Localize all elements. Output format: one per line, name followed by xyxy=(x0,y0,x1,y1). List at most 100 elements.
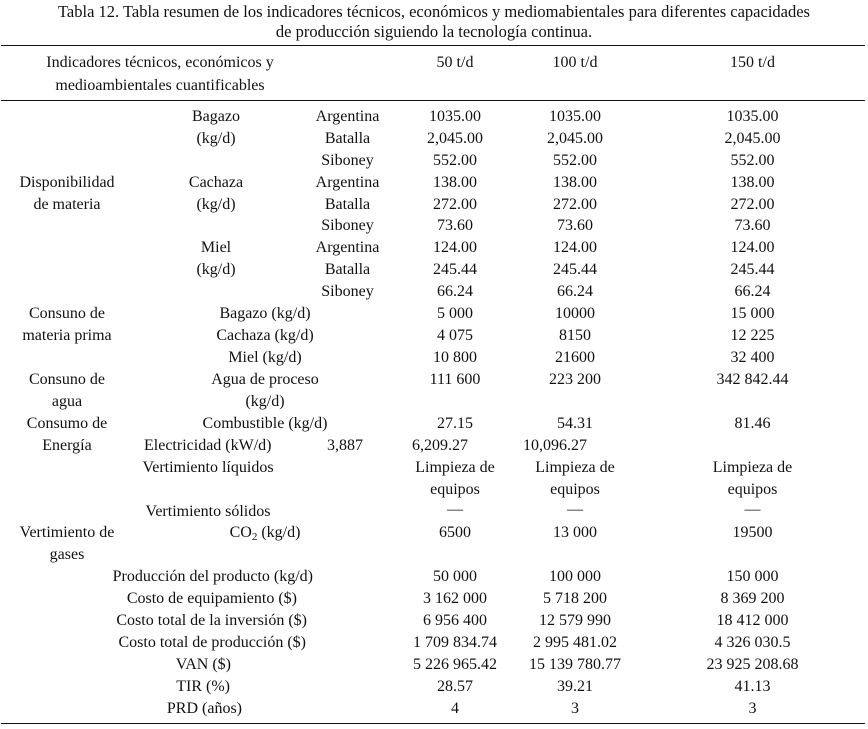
availability-cachaza-name: Cachaza xyxy=(188,174,244,191)
value-50-cell: 245.44 xyxy=(433,261,477,278)
group-raw-material-line-2: materia prima xyxy=(22,327,112,344)
value-150-cell: 245.44 xyxy=(730,261,775,278)
row-label: Costo total de producción ($) xyxy=(118,634,306,651)
fuel-value-50: 27.15 xyxy=(437,415,473,432)
bottom-rule xyxy=(1,723,865,724)
solid-label: Vertimiento sólidos xyxy=(145,503,271,520)
value-50-cell: 552.00 xyxy=(433,152,477,169)
group-availability-line-2: de materia xyxy=(33,196,101,213)
value-150-cell: 150 000 xyxy=(726,568,779,585)
liquid-value-100-line-2: equipos xyxy=(550,481,600,498)
value-150-cell: 2,045.00 xyxy=(724,130,781,147)
co2-label-main: CO xyxy=(229,524,252,541)
value-100-cell: 272.00 xyxy=(553,196,597,213)
value-50-cell: 10 800 xyxy=(433,349,477,366)
value-150-cell: 8 369 200 xyxy=(720,590,785,607)
row-label: VAN ($) xyxy=(175,656,231,673)
solid-value-150: — xyxy=(744,501,761,518)
value-150-cell: 138.00 xyxy=(730,174,775,191)
value-50-cell: 3 162 000 xyxy=(423,590,487,607)
caption-line-1: Tabla 12. Tabla resumen de los indicador… xyxy=(58,2,810,21)
value-100-cell: 5 718 200 xyxy=(543,590,607,607)
co2-label-subscript: 2 xyxy=(251,531,258,543)
table-caption: Tabla 12. Tabla resumen de los indicador… xyxy=(0,2,868,42)
value-150-cell: 1035.00 xyxy=(726,108,779,125)
fuel-label: Combustible (kg/d) xyxy=(202,415,328,432)
value-100-cell: 10000 xyxy=(555,305,595,322)
value-50-cell: 4 075 xyxy=(437,327,473,344)
value-100-cell: 73.60 xyxy=(557,217,593,234)
origin-cell: Batalla xyxy=(324,130,371,147)
availability-miel-name: Miel xyxy=(200,239,232,256)
co2-value-100: 13 000 xyxy=(553,524,597,541)
electricity-value-1: 6,209.27 xyxy=(412,437,468,454)
row-label: PRD (años) xyxy=(166,700,242,717)
row-label: Producción del producto (kg/d) xyxy=(112,568,313,585)
value-100-cell: 2,045.00 xyxy=(547,130,603,147)
value-50-cell: 138.00 xyxy=(433,174,477,191)
water-value-100: 223 200 xyxy=(549,371,601,388)
value-100-cell: 2 995 481.02 xyxy=(533,634,617,651)
value-150-cell: 32 400 xyxy=(730,349,775,366)
value-150-cell: 124.00 xyxy=(730,239,775,256)
origin-cell: Batalla xyxy=(324,261,371,278)
header-indicators-line-2: medioambientales cuantificables xyxy=(55,77,265,94)
water-label-line-1: Agua de proceso xyxy=(211,371,319,388)
group-gases-line-1: Vertimiento de xyxy=(19,524,115,541)
liquid-value-150-line-2: equipos xyxy=(727,481,778,498)
electricity-value-2: 10,096.27 xyxy=(523,437,587,454)
value-100-cell: 8150 xyxy=(559,327,591,344)
group-water-line-2: agua xyxy=(51,393,83,410)
fuel-value-150: 81.46 xyxy=(734,415,771,432)
co2-value-150: 19500 xyxy=(732,524,773,541)
value-100-cell: 1035.00 xyxy=(549,108,601,125)
solid-value-100: — xyxy=(567,501,583,518)
fuel-value-100: 54.31 xyxy=(557,415,593,432)
water-label-line-2: (kg/d) xyxy=(245,393,285,410)
header-col-150: 150 t/d xyxy=(730,54,775,71)
liquid-value-100-line-1: Limpieza de xyxy=(535,459,615,476)
value-100-cell: 245.44 xyxy=(553,261,597,278)
header-indicators-line-1: Indicadores técnicos, económicos y xyxy=(46,54,274,71)
liquid-label: Vertimiento líquidos xyxy=(142,459,274,476)
value-50-cell: 73.60 xyxy=(437,217,473,234)
row-label: Costo total de la inversión ($) xyxy=(116,612,307,629)
value-150-cell: 552.00 xyxy=(730,152,775,169)
value-50-cell: 50 000 xyxy=(433,568,477,585)
value-100-cell: 39.21 xyxy=(557,678,593,695)
electricity-value-0: 3,887 xyxy=(327,437,363,454)
origin-cell: Argentina xyxy=(315,239,380,256)
availability-bagazo-unit: (kg/d) xyxy=(196,130,236,147)
value-150-cell: 41.13 xyxy=(734,678,771,695)
origin-cell: Argentina xyxy=(315,174,380,191)
value-100-cell: 138.00 xyxy=(553,174,597,191)
co2-value-50: 6500 xyxy=(439,524,471,541)
value-150-cell: 3 xyxy=(748,700,757,717)
value-150-cell: 66.24 xyxy=(734,283,771,300)
origin-cell: Siboney xyxy=(321,217,374,234)
value-50-cell: 2,045.00 xyxy=(427,130,483,147)
value-100-cell: 21600 xyxy=(555,349,595,366)
value-50-cell: 124.00 xyxy=(433,239,477,256)
value-150-cell: 23 925 208.68 xyxy=(706,656,799,673)
row-label: Bagazo (kg/d) xyxy=(219,305,311,322)
origin-cell: Batalla xyxy=(324,196,371,213)
water-value-50: 111 600 xyxy=(429,371,481,388)
value-100-cell: 12 579 990 xyxy=(539,612,611,629)
group-energy-line-2: Energía xyxy=(42,437,92,454)
origin-cell: Siboney xyxy=(321,283,374,300)
row-label: Costo de equipamiento ($) xyxy=(126,590,297,607)
availability-bagazo-name: Bagazo xyxy=(192,108,240,125)
value-150-cell: 73.60 xyxy=(734,217,771,234)
water-value-150: 342 842.44 xyxy=(716,371,789,388)
row-label: TIR (%) xyxy=(176,678,230,695)
group-energy-line-1: Consumo de xyxy=(26,415,108,432)
value-150-cell: 15 000 xyxy=(730,305,775,322)
value-100-cell: 3 xyxy=(571,700,579,717)
origin-cell: Siboney xyxy=(321,152,374,169)
value-50-cell: 6 956 400 xyxy=(423,612,487,629)
value-150-cell: 18 412 000 xyxy=(716,612,789,629)
caption-line-2: de producción siguiendo la tecnología co… xyxy=(275,22,593,41)
value-50-cell: 5 226 965.42 xyxy=(413,656,497,673)
value-100-cell: 66.24 xyxy=(557,283,593,300)
